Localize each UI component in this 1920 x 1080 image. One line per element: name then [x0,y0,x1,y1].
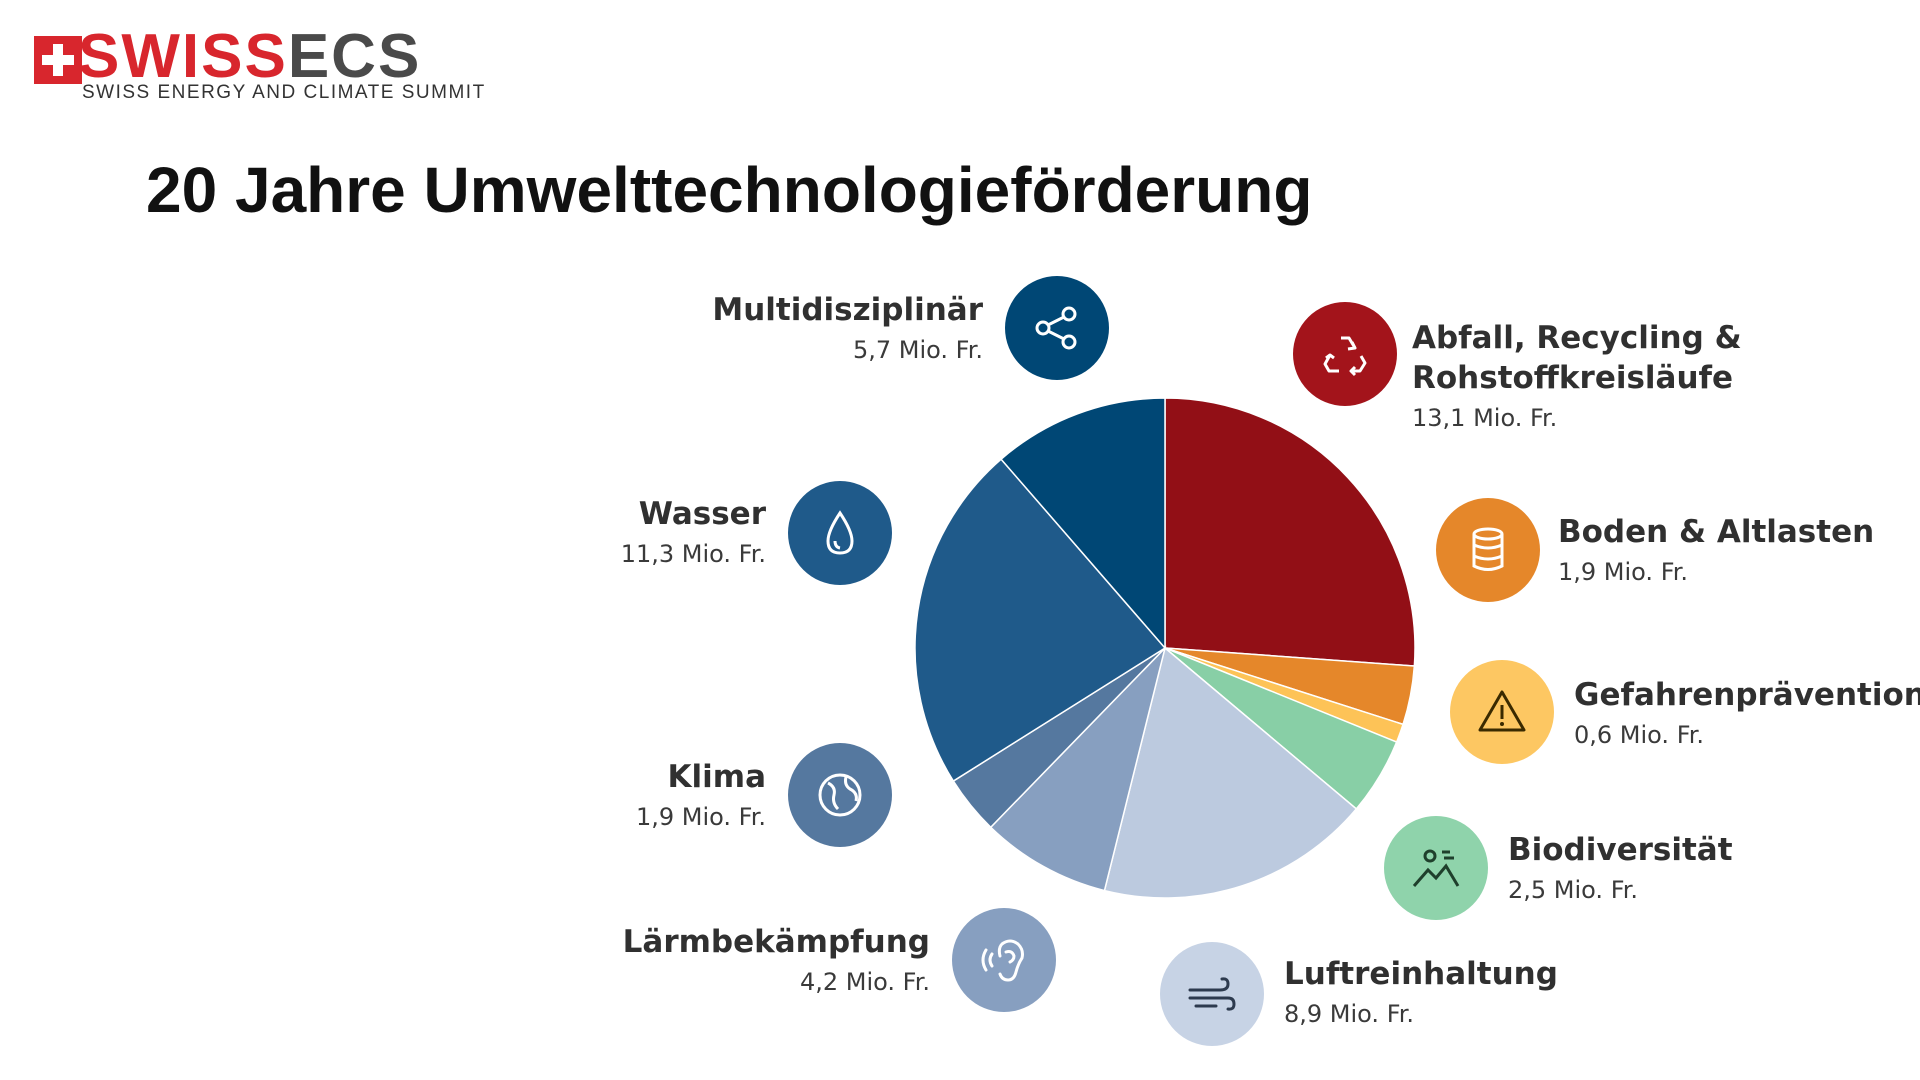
slice-label-6: Klima 1,9 Mio. Fr. [636,757,766,837]
ear-icon [952,908,1056,1012]
logo-tagline: SWISS ENERGY AND CLIMATE SUMMIT [82,82,486,103]
slice-name: Multidisziplinär [712,292,983,328]
pie-slice-5 [989,645,1167,892]
page-title: 20 Jahre Umwelttechnologieförderung [146,154,1313,226]
slice-name: Klima [667,759,767,795]
swiss-cross-icon [34,36,82,84]
slice-value: 5,7 Mio. Fr. [852,336,983,364]
wind-icon [1160,942,1264,1046]
slice-value: 4,2 Mio. Fr. [799,968,930,996]
water-drop-icon [788,481,892,585]
slice-label-1: Boden & Altlasten 1,9 Mio. Fr. [1558,512,1874,592]
recycle-icon [1293,302,1397,406]
slice-label-0: Abfall, Recycling & Rohstoffkreisläufe 13,… [1412,318,1742,438]
logo: SWISSECS SWISS ENERGY AND CLIMATE SUMMIT [34,26,484,112]
slice-value: 13,1 Mio. Fr. [1412,404,1558,432]
slice-label-8: Multidisziplinär 5,7 Mio. Fr. [712,290,983,370]
slice-name: Abfall, Recycling & Rohstoffkreisläufe [1412,320,1742,396]
slice-name: Gefahrenprävention [1574,677,1920,713]
slice-value: 8,9 Mio. Fr. [1284,1000,1415,1028]
warning-icon [1450,660,1554,764]
slice-label-3: Biodiversität 2,5 Mio. Fr. [1508,830,1733,910]
slice-value: 0,6 Mio. Fr. [1574,721,1705,749]
landscape-icon [1384,816,1488,920]
slice-label-4: Luftreinhaltung 8,9 Mio. Fr. [1284,954,1558,1034]
slice-value: 1,9 Mio. Fr. [1558,558,1689,586]
slice-name: Luftreinhaltung [1284,956,1558,992]
slice-label-7: Wasser 11,3 Mio. Fr. [621,494,766,574]
slice-value: 2,5 Mio. Fr. [1508,876,1639,904]
slice-name: Boden & Altlasten [1558,514,1875,550]
pie-slice-8 [1000,397,1166,651]
slice-value: 11,3 Mio. Fr. [620,540,766,568]
pie-slice-4 [1103,646,1358,899]
slice-name: Wasser [638,496,766,532]
logo-wordmark: SWISSECS [78,22,422,91]
pie-slice-0 [1164,397,1416,667]
slice-value: 1,9 Mio. Fr. [635,803,766,831]
slice-label-5: Lärmbekämpfung 4,2 Mio. Fr. [623,922,930,1002]
slice-name: Lärmbekämpfung [622,924,930,960]
slice-label-2: Gefahrenprävention 0,6 Mio. Fr. [1574,675,1920,755]
pie-slice-7 [914,458,1167,783]
share-network-icon [1005,276,1109,380]
globe-icon [788,743,892,847]
slice-name: Biodiversität [1508,832,1733,868]
barrel-icon [1436,498,1540,602]
